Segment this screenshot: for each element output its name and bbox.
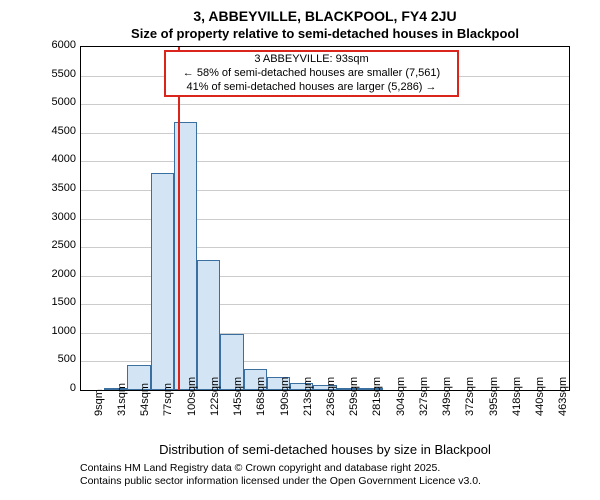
- x-tick-label: 372sqm: [464, 402, 476, 416]
- y-tick-label: 500: [26, 353, 76, 365]
- x-axis-label: Distribution of semi-detached houses by …: [80, 442, 570, 457]
- x-tick-label: 304sqm: [395, 402, 407, 416]
- y-tick-label: 5500: [26, 68, 76, 80]
- x-tick-label: 213sqm: [302, 402, 314, 416]
- attribution: Contains HM Land Registry data © Crown c…: [80, 462, 570, 488]
- x-tick-label: 145sqm: [232, 402, 244, 416]
- y-tick-label: 2500: [26, 239, 76, 251]
- gridline: [81, 161, 569, 162]
- annotation-box: 3 ABBEYVILLE: 93sqm← 58% of semi-detache…: [164, 50, 459, 97]
- attribution-line-1: Contains HM Land Registry data © Crown c…: [80, 462, 570, 475]
- y-tick-label: 1000: [26, 325, 76, 337]
- y-tick-label: 6000: [26, 39, 76, 51]
- histogram-bar: [197, 260, 220, 390]
- x-tick-label: 395sqm: [488, 402, 500, 416]
- y-tick-label: 1500: [26, 296, 76, 308]
- chart-subtitle: Size of property relative to semi-detach…: [80, 26, 570, 41]
- x-tick-label: 77sqm: [162, 402, 174, 416]
- y-tick-label: 2000: [26, 268, 76, 280]
- x-tick-label: 54sqm: [139, 402, 151, 416]
- x-tick-label: 418sqm: [511, 402, 523, 416]
- x-tick-label: 190sqm: [279, 402, 291, 416]
- y-tick-label: 3000: [26, 211, 76, 223]
- plot-area: 3 ABBEYVILLE: 93sqm← 58% of semi-detache…: [80, 46, 570, 391]
- chart-title: 3, ABBEYVILLE, BLACKPOOL, FY4 2JU: [80, 8, 570, 24]
- annotation-line: ← 58% of semi-detached houses are smalle…: [170, 67, 453, 81]
- annotation-line: 3 ABBEYVILLE: 93sqm: [170, 53, 453, 67]
- annotation-line: 41% of semi-detached houses are larger (…: [170, 81, 453, 95]
- histogram-bar: [174, 122, 197, 390]
- y-tick-label: 4500: [26, 125, 76, 137]
- y-tick-label: 0: [26, 382, 76, 394]
- x-tick-label: 327sqm: [418, 402, 430, 416]
- x-tick-label: 236sqm: [325, 402, 337, 416]
- x-tick-label: 259sqm: [348, 402, 360, 416]
- y-tick-label: 5000: [26, 96, 76, 108]
- attribution-line-2: Contains public sector information licen…: [80, 475, 570, 488]
- x-tick-label: 281sqm: [371, 402, 383, 416]
- x-tick-label: 122sqm: [209, 402, 221, 416]
- x-tick-label: 9sqm: [93, 402, 105, 416]
- y-tick-label: 3500: [26, 182, 76, 194]
- marker-line: [178, 47, 180, 390]
- x-tick-label: 31sqm: [116, 402, 128, 416]
- gridline: [81, 133, 569, 134]
- x-tick-label: 463sqm: [557, 402, 569, 416]
- x-tick-label: 168sqm: [255, 402, 267, 416]
- gridline: [81, 104, 569, 105]
- x-tick-label: 100sqm: [186, 402, 198, 416]
- x-tick-label: 349sqm: [441, 402, 453, 416]
- histogram-bar: [151, 173, 174, 390]
- y-tick-label: 4000: [26, 153, 76, 165]
- x-tick-label: 440sqm: [534, 402, 546, 416]
